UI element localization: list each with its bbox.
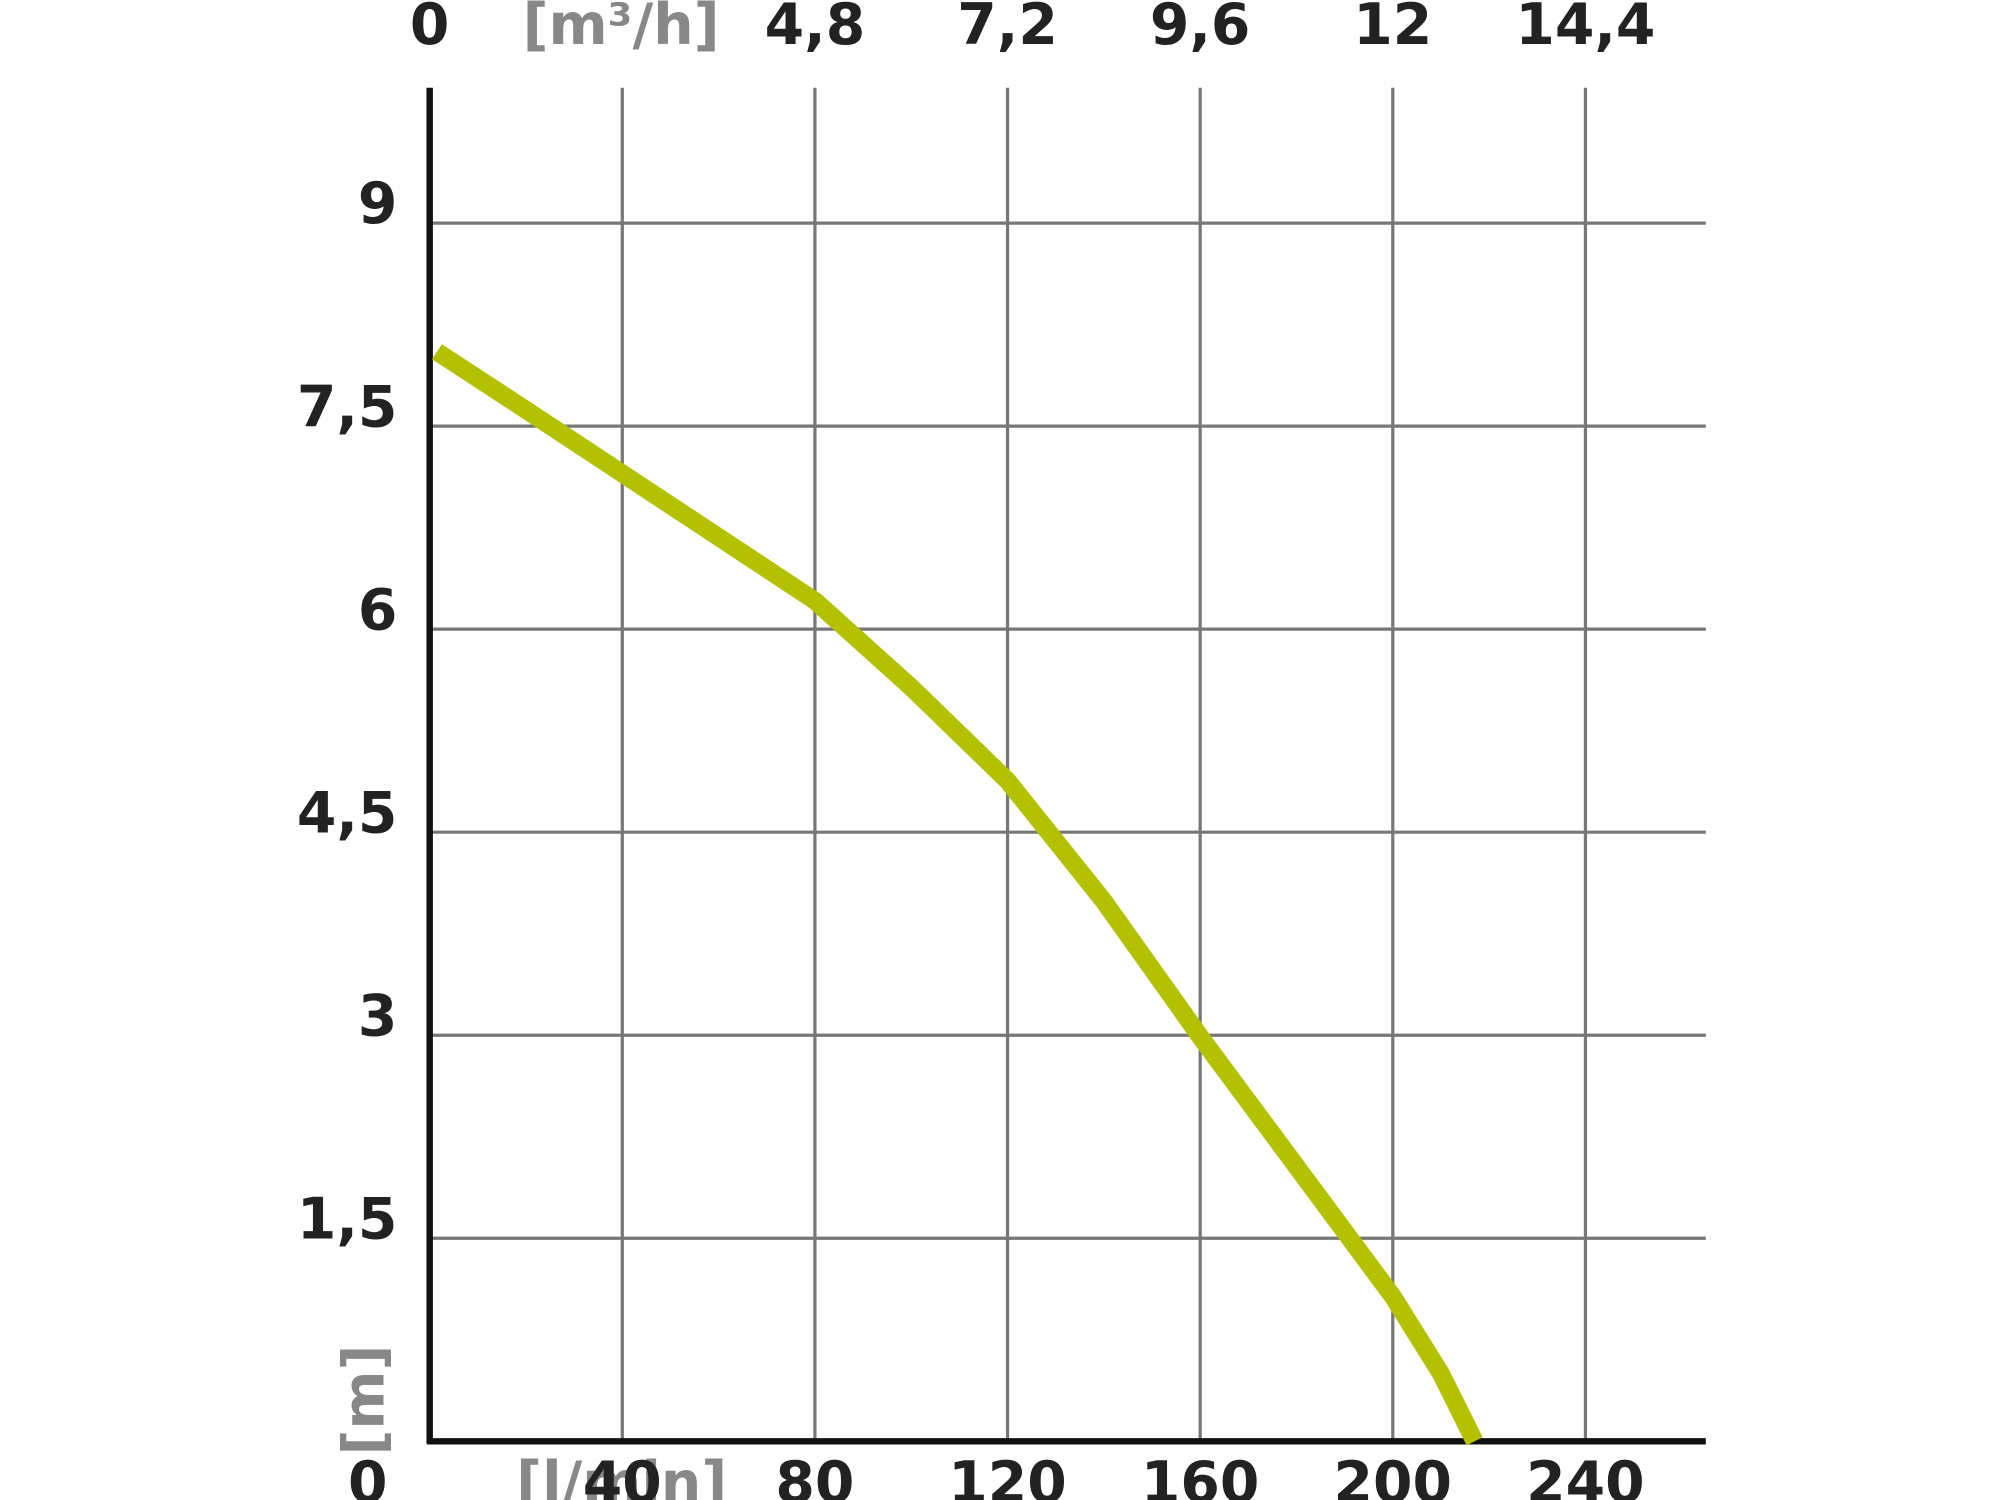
x2-tick-label: 7,2 [957, 0, 1058, 58]
x2-tick-label: 9,6 [1150, 0, 1251, 58]
x2-axis-label: [m³/h] [523, 0, 720, 58]
y-tick-label: 3 [358, 983, 397, 1049]
y-axis-label: [m] [331, 1344, 397, 1455]
x-tick-label: 0 [348, 1450, 387, 1500]
x-tick-label: 120 [948, 1450, 1067, 1500]
x-tick-label: 200 [1334, 1450, 1453, 1500]
x-tick-label: 160 [1141, 1450, 1260, 1500]
x-tick-label: 40 [583, 1450, 662, 1500]
y-tick-label: 9 [358, 171, 397, 237]
y-tick-label: 4,5 [297, 780, 398, 846]
y-tick-label: 6 [358, 577, 397, 643]
x2-tick-label: 14,4 [1515, 0, 1655, 58]
y-tick-label: 1,5 [297, 1186, 398, 1252]
x2-tick-label: 12 [1353, 0, 1432, 58]
x-tick-label: 80 [775, 1450, 854, 1500]
x-axis-label: [l/min] [516, 1450, 727, 1500]
y-tick-label: 7,5 [297, 374, 398, 440]
x2-tick-label: 0 [410, 0, 449, 58]
pump-curve [431, 344, 1483, 1446]
x2-tick-label: 4,8 [765, 0, 866, 58]
x-tick-label: 240 [1526, 1450, 1645, 1500]
